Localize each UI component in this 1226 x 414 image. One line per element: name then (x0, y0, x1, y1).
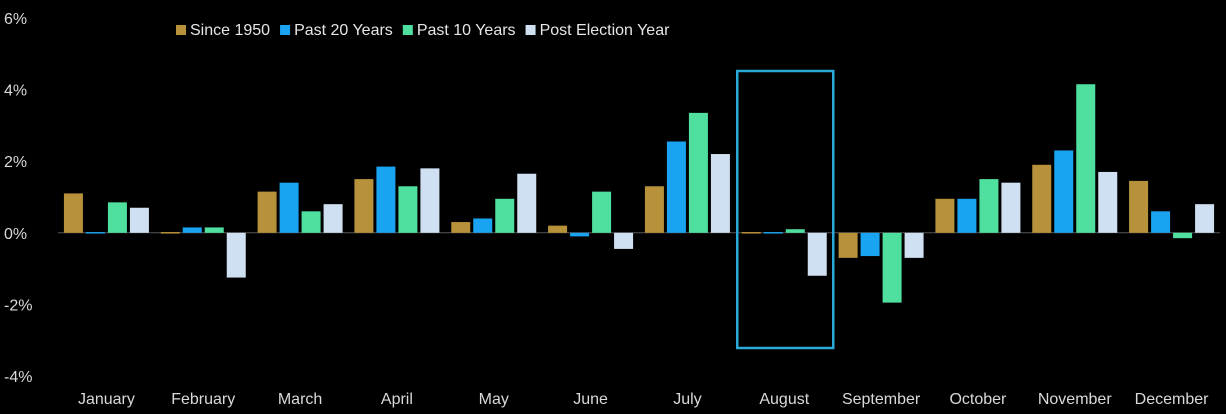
bar-august-post-election-year (807, 232, 827, 276)
bar-series (63, 84, 1215, 303)
bar-march-past-20-years (279, 182, 299, 233)
legend-swatch (525, 25, 536, 35)
bar-november-past-10-years (1076, 84, 1096, 233)
legend-entry: Since 1950 (190, 22, 270, 39)
bar-july-past-20-years (666, 141, 686, 233)
x-category-label: September (842, 391, 921, 408)
x-category-label: July (673, 391, 701, 408)
bar-december-post-election-year (1195, 204, 1215, 233)
legend-entry: Past 20 Years (294, 22, 393, 39)
bar-september-past-20-years (860, 232, 880, 257)
bar-july-past-10-years (688, 112, 708, 233)
bar-january-past-10-years (107, 202, 127, 233)
legend-swatch (280, 25, 291, 35)
bar-december-since-1950 (1129, 180, 1149, 233)
bar-april-past-10-years (398, 186, 418, 233)
bar-june-past-10-years (592, 191, 612, 233)
bar-february-since-1950 (160, 232, 180, 234)
bar-december-past-10-years (1173, 232, 1193, 239)
x-axis: January February March April May June July Augu… (78, 391, 1209, 408)
legend-entry: Past 10 Years (417, 22, 516, 39)
bar-march-since-1950 (257, 191, 277, 233)
highlight-rectangle (736, 69, 835, 350)
bar-april-past-20-years (376, 166, 396, 233)
x-category-label: March (278, 391, 322, 408)
bar-january-post-election-year (129, 207, 149, 233)
bar-september-since-1950 (838, 232, 858, 258)
legend-entry: Post Election Year (540, 22, 671, 39)
bar-june-past-20-years (570, 232, 590, 237)
bar-may-past-20-years (473, 218, 493, 233)
bar-july-post-election-year (710, 154, 730, 233)
bar-june-post-election-year (614, 232, 634, 249)
y-tick-label: -4% (4, 369, 32, 386)
y-tick-label: 2% (4, 154, 27, 171)
bar-july-since-1950 (644, 186, 664, 233)
bar-january-since-1950 (63, 193, 83, 233)
legend: Since 1950 Past 20 Years Past 10 Years Post… (176, 22, 670, 39)
bar-december-past-20-years (1151, 211, 1171, 233)
bar-april-post-election-year (420, 168, 440, 233)
bar-february-post-election-year (226, 232, 246, 278)
bar-may-post-election-year (517, 173, 537, 233)
y-tick-label: 4% (4, 83, 27, 100)
x-category-label: October (949, 391, 1007, 408)
highlight-box (736, 69, 835, 350)
y-axis: 6% 4% 2% 0% -2% -4% (4, 11, 32, 386)
bar-may-since-1950 (451, 222, 471, 233)
bar-september-past-10-years (882, 232, 902, 303)
x-category-label: November (1038, 391, 1112, 408)
x-category-label: January (78, 391, 135, 408)
bar-march-past-10-years (301, 211, 321, 233)
bar-may-past-10-years (495, 198, 515, 233)
x-category-label: February (171, 391, 235, 408)
bar-october-since-1950 (935, 198, 955, 233)
bar-august-past-20-years (763, 232, 783, 234)
y-tick-label: -2% (4, 297, 32, 314)
x-category-label: May (479, 391, 509, 408)
bar-november-past-20-years (1054, 150, 1074, 233)
legend-swatch (402, 25, 413, 35)
bar-august-since-1950 (741, 232, 761, 234)
bar-june-since-1950 (548, 225, 568, 233)
y-tick-label: 0% (4, 226, 27, 243)
bar-november-post-election-year (1098, 171, 1118, 233)
bar-october-past-10-years (979, 179, 999, 233)
y-tick-label: 6% (4, 11, 27, 28)
bar-october-past-20-years (957, 198, 977, 233)
bar-april-since-1950 (354, 179, 374, 233)
bar-august-past-10-years (785, 229, 805, 233)
bar-february-past-20-years (182, 227, 202, 233)
x-category-label: August (759, 391, 809, 408)
x-category-label: June (573, 391, 608, 408)
bar-september-post-election-year (904, 232, 924, 258)
bar-february-past-10-years (204, 227, 224, 233)
x-category-label: April (381, 391, 413, 408)
legend-swatch (176, 25, 186, 35)
bar-march-post-election-year (323, 204, 343, 233)
bar-january-past-20-years (85, 232, 105, 234)
x-category-label: December (1135, 391, 1209, 408)
bar-october-post-election-year (1001, 182, 1021, 233)
bar-november-since-1950 (1032, 164, 1052, 233)
